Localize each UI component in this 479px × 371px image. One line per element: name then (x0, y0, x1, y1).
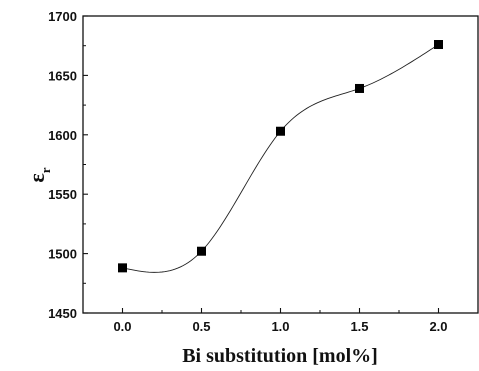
data-point (276, 126, 285, 136)
x-tick-label: 0.5 (192, 319, 210, 334)
plot-area-border (82, 15, 479, 314)
y-axis-title-symbol: ε (24, 173, 49, 182)
y-axis-title-subscript: r (38, 167, 53, 173)
series-markers (118, 40, 443, 273)
x-tick-label: 1.5 (350, 319, 368, 334)
data-point (197, 246, 206, 256)
series-curve (122, 44, 439, 273)
data-point (434, 40, 443, 50)
y-axis-title: εr (24, 167, 53, 182)
x-tick-label: 1.0 (271, 319, 289, 334)
data-point (118, 263, 127, 273)
y-axis: 1450 1500 1550 1600 1650 1700 (48, 9, 88, 321)
plot-frame (82, 15, 479, 314)
x-tick-label: 2.0 (429, 319, 447, 334)
y-tick-label: 1600 (48, 128, 77, 143)
y-tick-label: 1500 (48, 247, 77, 262)
y-tick-label: 1650 (48, 68, 77, 83)
svg-text:εr: εr (24, 167, 53, 182)
x-axis-title: Bi substitution [mol%] (182, 345, 378, 367)
data-point (355, 83, 364, 93)
y-tick-label: 1700 (48, 9, 77, 24)
x-tick-label: 0.0 (113, 319, 131, 334)
y-tick-label: 1550 (48, 187, 77, 202)
y-tick-label: 1450 (48, 306, 77, 321)
x-axis: 0.0 0.5 1.0 1.5 2.0 (113, 308, 448, 334)
